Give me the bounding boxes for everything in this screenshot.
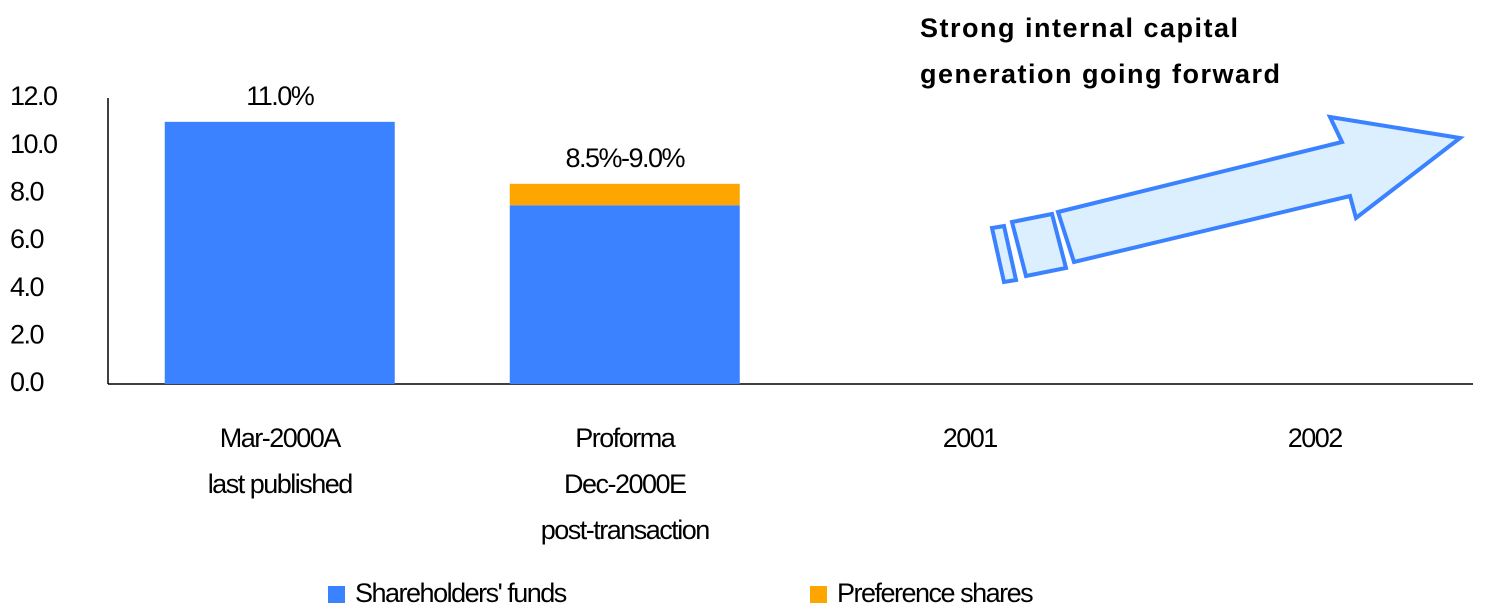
bar-segment	[509, 205, 740, 384]
data-label: 11.0%	[246, 81, 315, 111]
x-tick-label: Dec-2000E	[564, 469, 686, 499]
callout-line: Strong internal capital	[920, 13, 1240, 43]
y-tick-label: 8.0	[10, 176, 44, 206]
legend-label: Shareholders' funds	[355, 578, 567, 608]
legend-swatch	[328, 586, 345, 603]
legend-label: Preference shares	[837, 578, 1033, 608]
y-tick-label: 10.0	[10, 129, 57, 159]
arrow	[989, 114, 1465, 285]
y-tick-label: 0.0	[10, 367, 44, 397]
x-tick-label: 2002	[1288, 423, 1343, 453]
y-tick-label: 12.0	[10, 81, 57, 111]
legend-swatch	[810, 586, 827, 603]
callout-line: generation going forward	[920, 59, 1282, 89]
y-tick-label: 6.0	[10, 224, 44, 254]
data-label: 8.5%-9.0%	[565, 143, 685, 173]
x-tick-label: 2001	[943, 423, 998, 453]
x-tick-label: Mar-2000A	[220, 423, 342, 453]
y-tick-label: 2.0	[10, 319, 44, 349]
x-tick-label: Proforma	[575, 423, 677, 453]
bar-segment	[164, 121, 395, 384]
y-tick-label: 4.0	[10, 272, 44, 302]
x-tick-label: post-transaction	[541, 515, 710, 545]
x-tick-label: last published	[208, 469, 353, 499]
bar-segment	[509, 183, 740, 206]
